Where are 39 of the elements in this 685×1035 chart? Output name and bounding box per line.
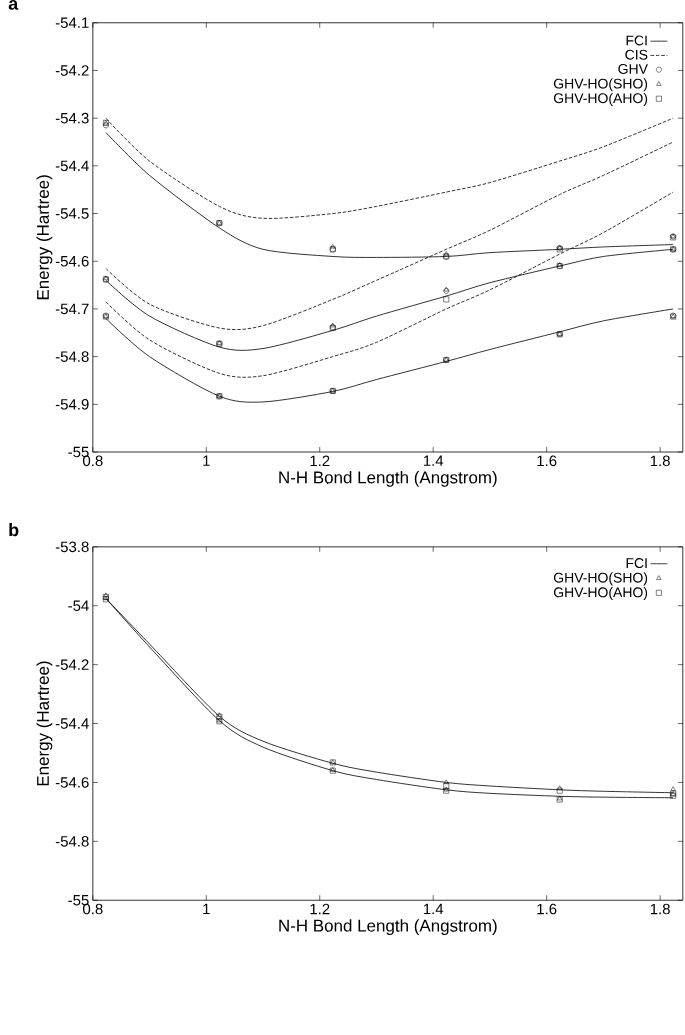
y-tick-label: -54.6 [55,255,89,267]
legend-label: GHV-HO(AHO) [554,92,648,106]
y-tick-label: -54.2 [55,659,89,670]
chart-title: a [8,0,19,10]
x-tick-label: 1.2 [310,903,330,915]
x-tick-label: 1.8 [650,903,670,915]
y-tick-label: -54.2 [55,65,89,76]
x-tick-label: 1.6 [537,903,557,915]
legend-label: FCI [626,558,647,569]
legend-label: FCI [626,35,647,46]
legend-label: CIS [625,49,648,60]
chart-title: b [9,523,19,537]
y-tick-label: -54.5 [55,208,89,219]
y-tick-label: -54.3 [55,112,89,124]
y-tick-label: -54.7 [55,303,89,315]
x-tick-label: 1.8 [650,455,670,467]
x-tick-label: 1.4 [424,455,444,466]
legend-label: GHV-HO(SHO) [554,572,648,586]
x-tick-label: 1 [203,455,210,466]
x-tick-label: 1.6 [537,455,557,467]
y-tick-label: -54.9 [55,399,89,410]
y-tick-label: -54.6 [55,777,89,788]
y-tick-label: -54 [68,600,89,611]
legend-label: GHV-HO(SHO) [554,78,648,92]
x-tick-label: 1.2 [310,455,330,466]
y-axis-title: Energy (Hartree) [36,175,53,300]
x-tick-label: 1 [203,903,210,915]
y-tick-label: -54.4 [55,160,89,172]
x-tick-label: 1.4 [424,903,444,915]
legend-label: GHV-HO(AHO) [554,586,648,601]
y-tick-label: -54.4 [55,718,89,729]
y-tick-label: -54.8 [55,351,89,362]
y-axis-title: Energy (Hartree) [36,661,53,786]
y-tick-label: -53.8 [55,541,89,553]
x-axis-title: N-H Bond Length (Angstrom) [279,919,497,936]
legend-label: GHV [618,64,649,74]
x-axis-title: N-H Bond Length (Angstrom) [279,471,497,487]
y-tick-label: -54.1 [55,17,89,28]
y-tick-label: -54.8 [55,836,89,847]
